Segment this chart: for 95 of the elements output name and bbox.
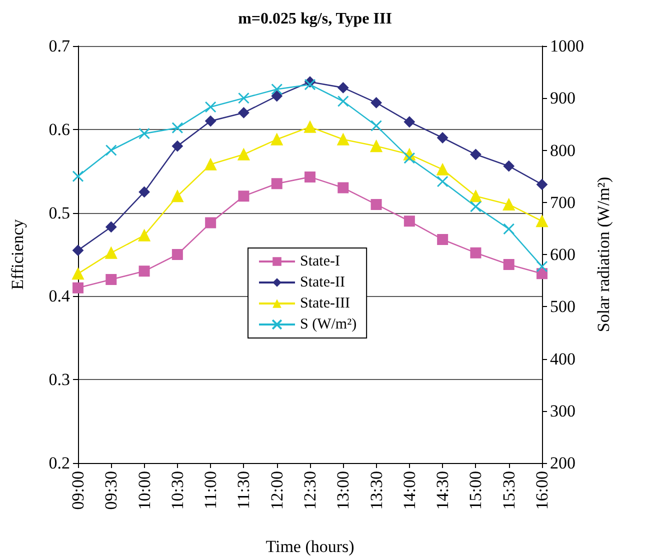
point bbox=[106, 221, 117, 232]
y-tick-label: 0.3 bbox=[48, 370, 70, 390]
legend-label: State-III bbox=[300, 296, 350, 312]
point bbox=[72, 244, 84, 256]
point bbox=[204, 158, 217, 170]
y2-tick-label: 400 bbox=[550, 349, 576, 368]
point bbox=[404, 152, 416, 164]
point bbox=[138, 128, 150, 140]
point bbox=[204, 101, 216, 113]
y2-tick-label: 300 bbox=[550, 401, 576, 420]
x-tick-label: 11:00 bbox=[201, 471, 220, 510]
y2-tick-label: 200 bbox=[550, 454, 576, 472]
x-tick-label: 14:00 bbox=[400, 471, 419, 510]
point bbox=[105, 246, 118, 259]
x-tick-label: 13:00 bbox=[334, 471, 353, 510]
point bbox=[337, 133, 350, 146]
point bbox=[470, 200, 482, 212]
y2-tick-label: 500 bbox=[550, 297, 576, 316]
point bbox=[304, 78, 316, 90]
point bbox=[138, 266, 150, 277]
x-tick-label: 14:30 bbox=[433, 471, 452, 510]
y2-tick-label: 700 bbox=[550, 192, 576, 212]
x-tick-label: 15:30 bbox=[499, 471, 518, 510]
point bbox=[238, 92, 250, 104]
point bbox=[271, 84, 283, 96]
y-tick-label: 0.7 bbox=[48, 36, 70, 56]
point bbox=[436, 163, 449, 176]
y-tick-label: 0.2 bbox=[48, 454, 70, 472]
x-tick-label: 10:00 bbox=[134, 471, 154, 510]
point bbox=[138, 229, 150, 242]
point bbox=[470, 190, 482, 202]
x-tick-label: 16:00 bbox=[532, 471, 552, 510]
point bbox=[138, 186, 150, 198]
point bbox=[72, 282, 84, 294]
point bbox=[205, 217, 216, 228]
x-tick-label: 15:00 bbox=[466, 471, 486, 510]
point bbox=[171, 190, 184, 202]
point bbox=[437, 234, 448, 245]
x-tick-label: 12:00 bbox=[267, 471, 286, 510]
point bbox=[536, 215, 548, 228]
point bbox=[304, 120, 316, 133]
y-tick-label: 0.6 bbox=[48, 120, 70, 139]
point bbox=[337, 96, 349, 108]
point bbox=[536, 178, 548, 190]
point bbox=[503, 160, 514, 172]
legend-label: State-I bbox=[300, 254, 340, 270]
point bbox=[370, 198, 382, 210]
point bbox=[238, 107, 250, 118]
y2-tick-label: 900 bbox=[550, 88, 576, 108]
legend-label: S (W/m²) bbox=[300, 316, 357, 332]
point bbox=[404, 116, 415, 128]
point bbox=[172, 249, 183, 260]
point bbox=[72, 170, 84, 182]
x-tick-label: 10:30 bbox=[168, 471, 187, 510]
point bbox=[172, 140, 183, 152]
point bbox=[470, 247, 482, 258]
y-tick-label: 0.5 bbox=[48, 203, 70, 222]
point bbox=[503, 223, 515, 235]
point bbox=[536, 260, 548, 272]
y2-tick-label: 600 bbox=[550, 245, 576, 264]
point bbox=[238, 148, 250, 160]
point bbox=[338, 82, 349, 94]
legend-label: State-II bbox=[300, 274, 345, 290]
point bbox=[338, 182, 349, 194]
y2-tick-label: 800 bbox=[550, 140, 576, 160]
point bbox=[72, 268, 84, 280]
point bbox=[270, 133, 283, 146]
x-tick-label: 13:30 bbox=[366, 471, 386, 510]
x-tick-label: 09:30 bbox=[102, 471, 121, 510]
point bbox=[238, 190, 250, 202]
point bbox=[304, 171, 316, 182]
point bbox=[503, 259, 514, 270]
point bbox=[271, 90, 282, 102]
x-axis-title: Time (hours) bbox=[266, 537, 354, 556]
point bbox=[502, 198, 515, 210]
point bbox=[404, 216, 415, 227]
y2-axis-title: Solar radiation (W/m²) bbox=[594, 176, 613, 332]
point bbox=[172, 122, 184, 134]
point bbox=[470, 148, 482, 160]
point bbox=[370, 97, 382, 108]
x-tick-label: 12:30 bbox=[300, 471, 320, 510]
point bbox=[271, 178, 282, 190]
y2-tick-label: 1000 bbox=[550, 36, 584, 56]
point bbox=[370, 140, 382, 152]
x-tick-label: 11:30 bbox=[234, 471, 254, 510]
chart-title: m=0.025 kg/s, Type III bbox=[238, 10, 392, 28]
x-tick-label: 09:00 bbox=[68, 471, 88, 510]
point bbox=[370, 120, 382, 132]
point bbox=[436, 176, 448, 188]
y-tick-label: 0.4 bbox=[48, 286, 70, 306]
point bbox=[205, 116, 216, 127]
y-axis-title: Efficiency bbox=[8, 218, 27, 290]
point bbox=[437, 132, 448, 144]
point bbox=[105, 144, 117, 156]
point bbox=[106, 274, 117, 286]
